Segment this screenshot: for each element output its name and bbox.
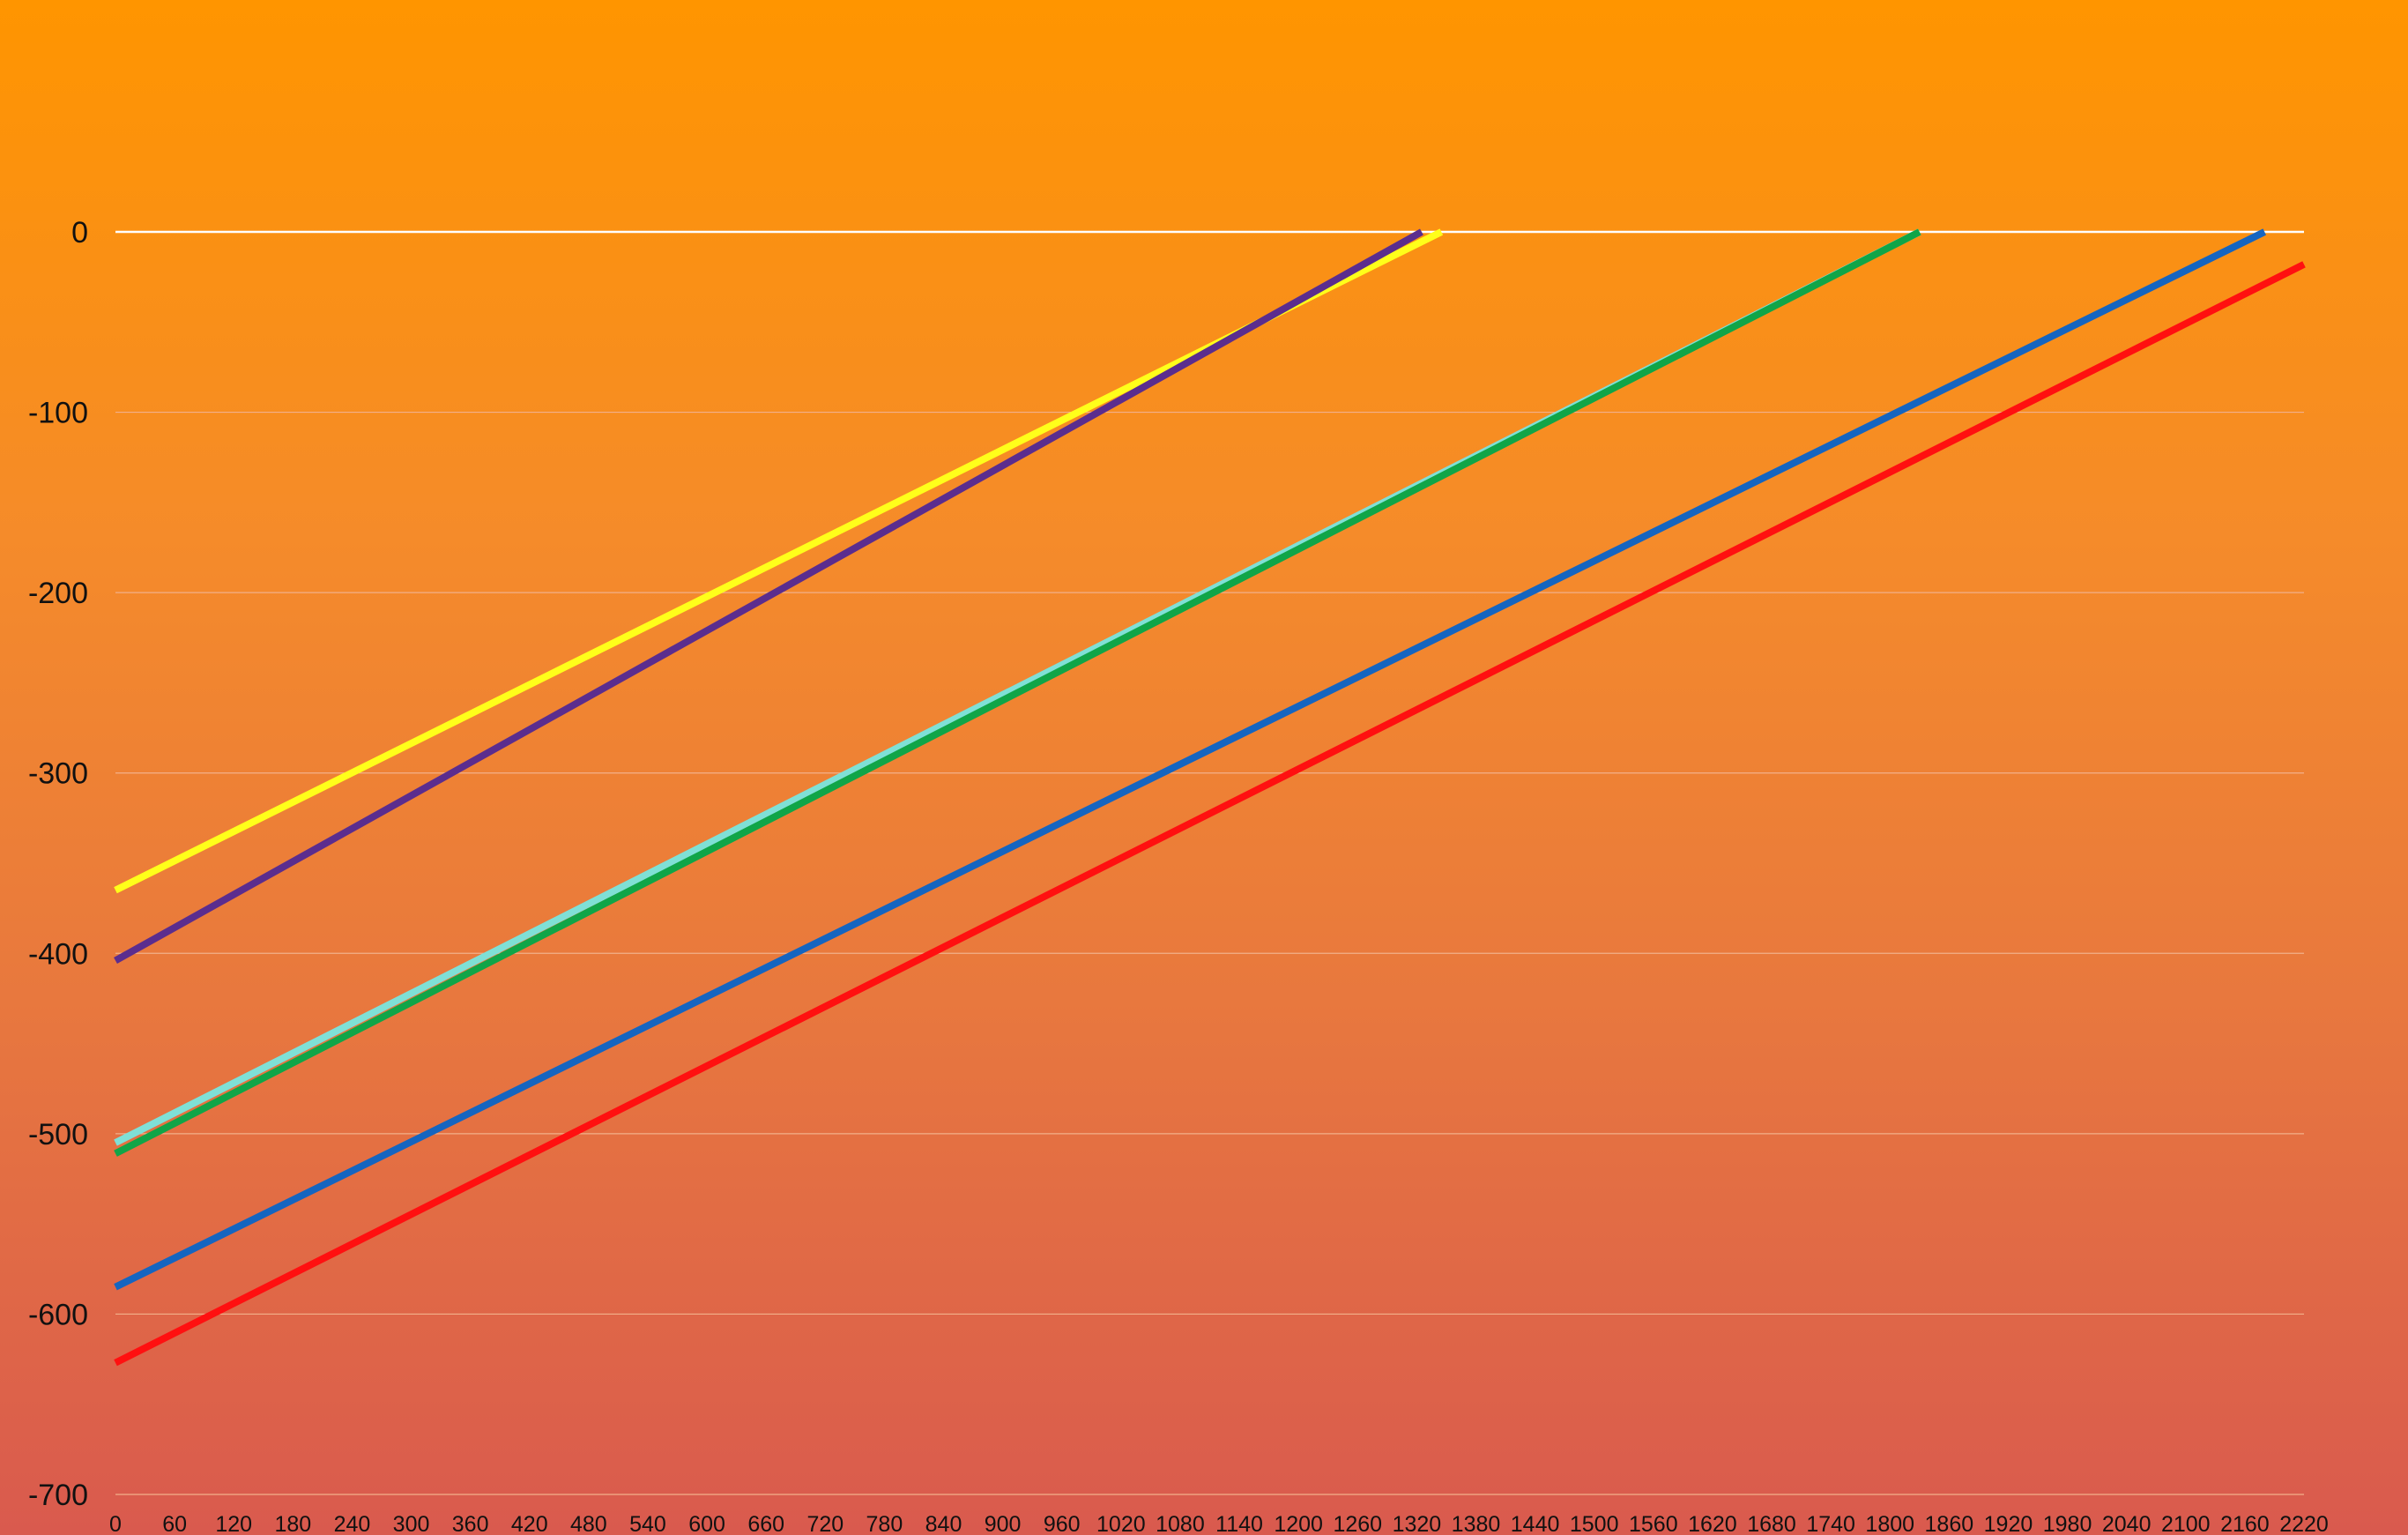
x-tick-label: 660 bbox=[747, 1512, 784, 1535]
x-tick-label: 1080 bbox=[1156, 1512, 1205, 1535]
x-tick-label: 1140 bbox=[1215, 1512, 1263, 1535]
x-tick-label: 1740 bbox=[1806, 1512, 1855, 1535]
x-tick-label: 1620 bbox=[1688, 1512, 1737, 1535]
series-line bbox=[114, 228, 1921, 1157]
y-tick-label: -400 bbox=[28, 937, 88, 971]
x-tick-label: 480 bbox=[570, 1512, 607, 1535]
x-tick-label: 60 bbox=[162, 1512, 187, 1535]
x-tick-label: 0 bbox=[109, 1512, 122, 1535]
x-tick-label: 1200 bbox=[1274, 1512, 1323, 1535]
x-tick-label: 300 bbox=[393, 1512, 430, 1535]
x-tick-label: 120 bbox=[215, 1512, 252, 1535]
x-tick-label: 720 bbox=[806, 1512, 844, 1535]
x-tick-label: 1380 bbox=[1452, 1512, 1501, 1535]
x-tick-label: 600 bbox=[688, 1512, 725, 1535]
x-tick-label: 240 bbox=[334, 1512, 371, 1535]
x-tick-label: 2220 bbox=[2279, 1512, 2329, 1535]
y-tick-label: -300 bbox=[28, 757, 88, 791]
y-tick-label: 0 bbox=[71, 216, 88, 250]
x-tick-label: 1440 bbox=[1511, 1512, 1560, 1535]
x-tick-label: 840 bbox=[925, 1512, 962, 1535]
x-tick-label: 900 bbox=[985, 1512, 1022, 1535]
y-tick-label: -600 bbox=[28, 1298, 88, 1331]
x-tick-label: 1320 bbox=[1393, 1512, 1442, 1535]
x-axis-tick-labels: 0 60 120 180 240 300 360 420 480 540 600 660 720 780 8… bbox=[109, 1512, 2329, 1535]
series-line bbox=[114, 261, 2306, 1367]
series-line bbox=[114, 228, 2267, 1291]
x-tick-label: 2040 bbox=[2102, 1512, 2152, 1535]
y-tick-label: -100 bbox=[28, 397, 88, 430]
x-tick-label: 420 bbox=[511, 1512, 548, 1535]
x-tick-label: 1860 bbox=[1925, 1512, 1974, 1535]
x-tick-label: 1560 bbox=[1629, 1512, 1678, 1535]
x-tick-label: 1920 bbox=[1984, 1512, 2033, 1535]
x-tick-label: 1800 bbox=[1865, 1512, 1914, 1535]
series-line bbox=[114, 228, 1423, 964]
x-tick-label: 1020 bbox=[1096, 1512, 1146, 1535]
x-tick-label: 960 bbox=[1044, 1512, 1081, 1535]
x-tick-label: 180 bbox=[274, 1512, 311, 1535]
y-tick-label: -700 bbox=[28, 1479, 88, 1512]
x-tick-label: 1500 bbox=[1570, 1512, 1619, 1535]
x-tick-label: 2160 bbox=[2220, 1512, 2270, 1535]
gridlines bbox=[115, 230, 2304, 1495]
y-axis-tick-labels: 0 -100 -200 -300 -400 -500 -600 -700 bbox=[28, 216, 88, 1512]
x-tick-label: 1680 bbox=[1747, 1512, 1796, 1535]
x-tick-label: 780 bbox=[866, 1512, 903, 1535]
x-tick-label: 1260 bbox=[1333, 1512, 1382, 1535]
y-tick-label: -500 bbox=[28, 1118, 88, 1151]
x-tick-label: 1980 bbox=[2043, 1512, 2092, 1535]
x-tick-label: 2100 bbox=[2161, 1512, 2211, 1535]
y-tick-label: -200 bbox=[28, 577, 88, 610]
series-lines bbox=[114, 228, 2306, 1367]
x-tick-label: 360 bbox=[452, 1512, 489, 1535]
x-tick-label: 540 bbox=[629, 1512, 666, 1535]
